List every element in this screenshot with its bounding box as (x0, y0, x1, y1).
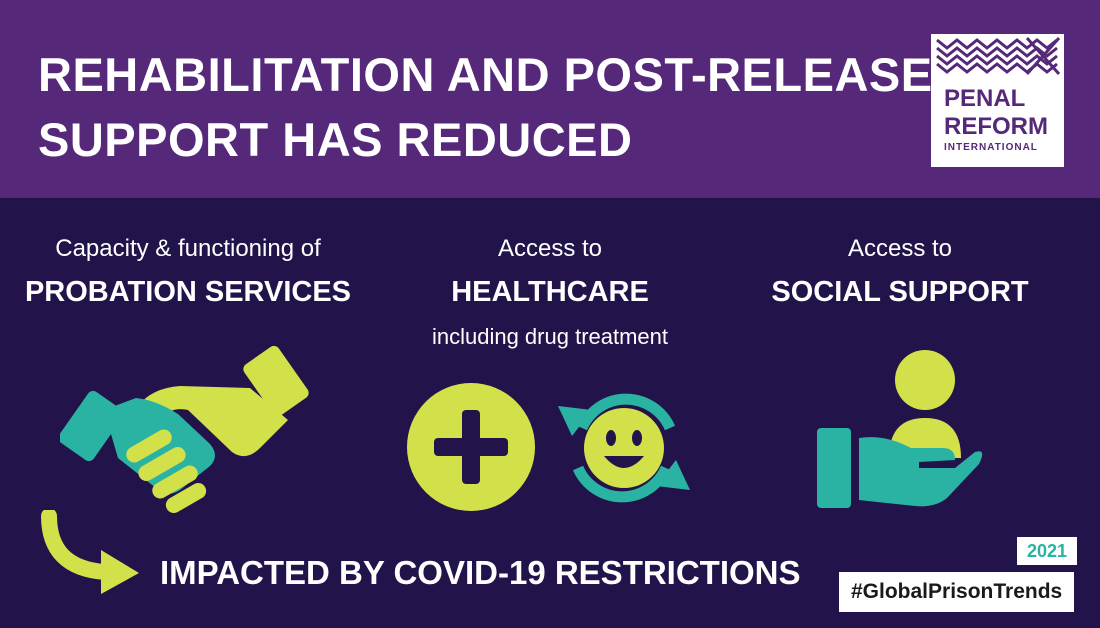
page-title: REHABILITATION AND POST-RELEASE SUPPORT … (38, 42, 933, 172)
probation-column: Capacity & functioning of PROBATION SERV… (8, 230, 368, 312)
healthcare-subtitle: Access to (497, 235, 603, 262)
healthcare-note: including drug treatment (431, 324, 669, 349)
medical-plus-icon (407, 383, 535, 511)
year-badge: 2021 (1017, 537, 1078, 565)
logo-text-international: INTERNATIONAL (944, 142, 1038, 153)
logo-text-penal: PENAL (944, 85, 1026, 112)
social-support-column: Access to SOCIAL SUPPORT (720, 230, 1080, 312)
hashtag-badge: #GlobalPrisonTrends (839, 572, 1075, 612)
social-support-subtitle: Access to (847, 235, 953, 262)
social-support-heading: SOCIAL SUPPORT (771, 276, 1029, 308)
logo-text-reform: REFORM (944, 113, 1048, 140)
header-banner: REHABILITATION AND POST-RELEASE SUPPORT … (0, 0, 1100, 198)
penal-reform-logo: PENAL REFORM INTERNATIONAL (931, 34, 1064, 167)
probation-heading: PROBATION SERVICES (24, 276, 352, 308)
hand-person-icon (817, 350, 983, 508)
logo-chevron-pattern-icon (936, 37, 1061, 75)
probation-subtitle: Capacity & functioning of (55, 235, 321, 262)
title-line-1: REHABILITATION AND POST-RELEASE (38, 48, 933, 101)
curved-arrow-icon (41, 510, 139, 594)
impact-statement: IMPACTED BY COVID-19 RESTRICTIONS (160, 554, 801, 591)
handshake-icon (60, 345, 309, 513)
smiley-refresh-icon (558, 393, 690, 503)
title-line-2: SUPPORT HAS REDUCED (38, 113, 633, 166)
healthcare-heading: HEALTHCARE (451, 276, 649, 308)
healthcare-column: Access to HEALTHCARE including drug trea… (370, 230, 730, 352)
